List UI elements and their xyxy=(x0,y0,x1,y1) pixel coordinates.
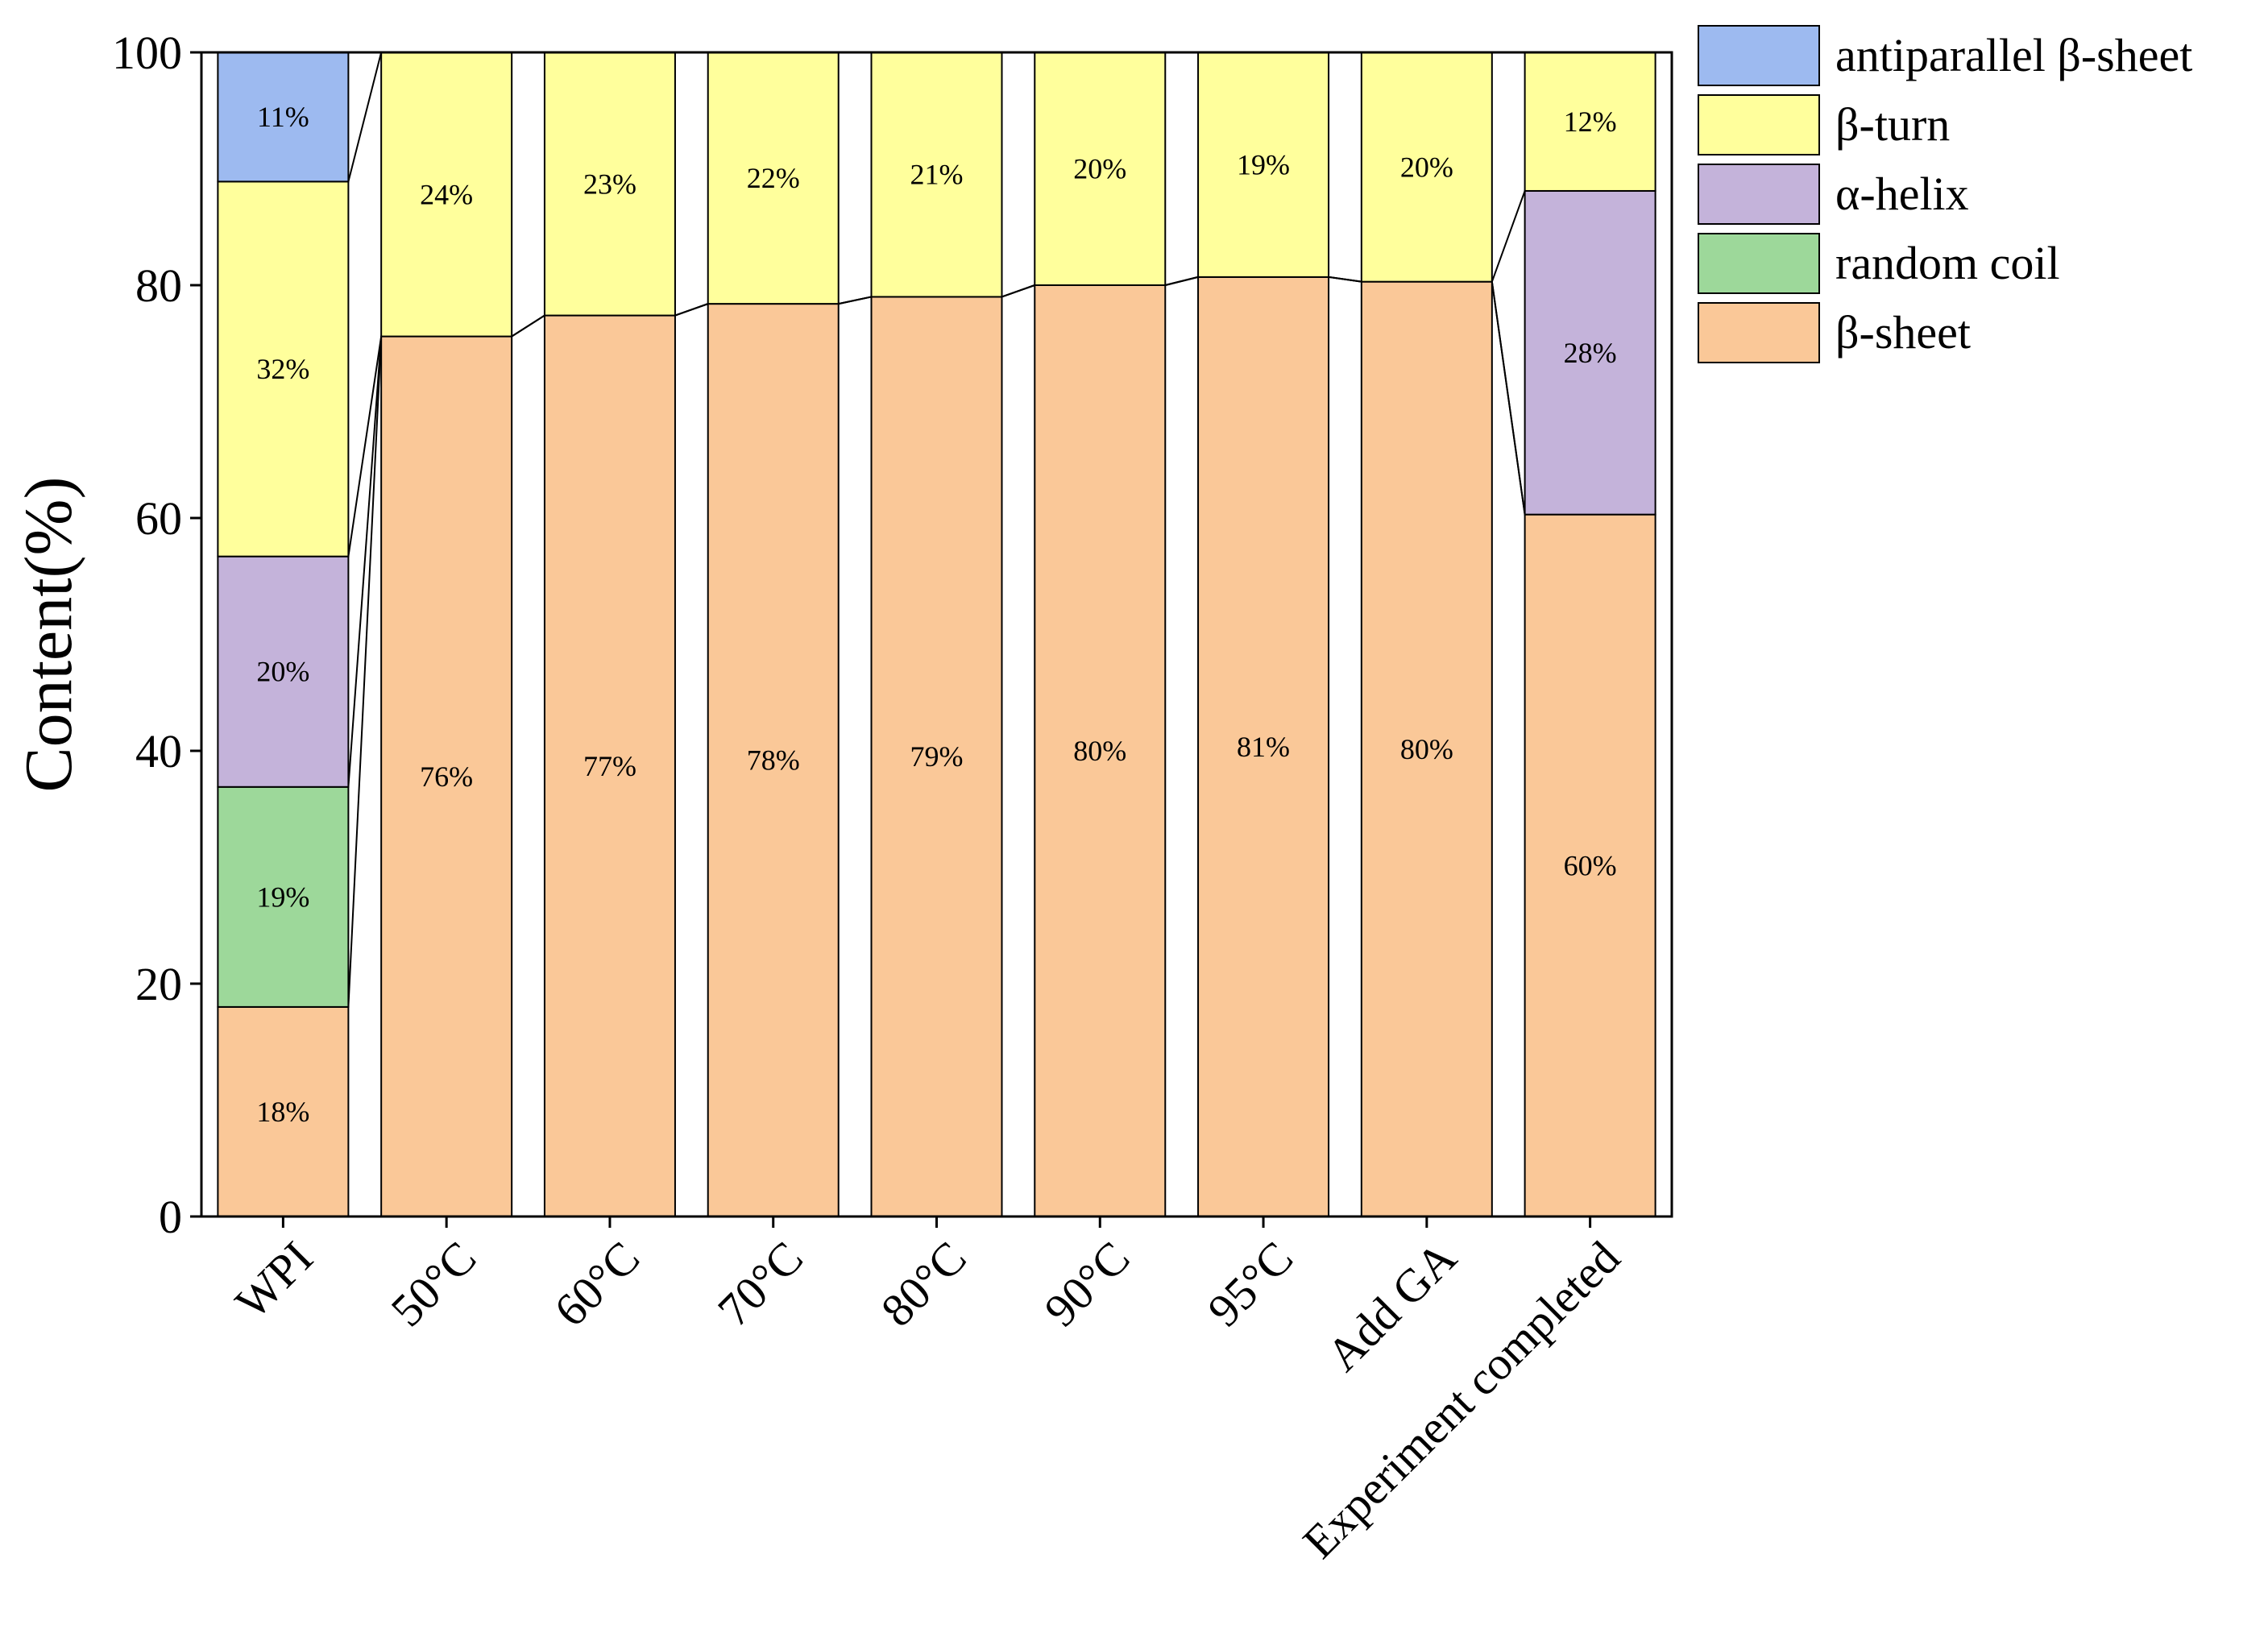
bar-segment xyxy=(1034,284,1167,1217)
legend-swatch xyxy=(1698,94,1820,155)
data-label: 22% xyxy=(747,162,800,194)
connector-line xyxy=(347,336,383,1007)
bar-segment xyxy=(1197,52,1330,278)
bar-segment xyxy=(217,785,350,1008)
connector-line xyxy=(511,314,545,338)
connector-line xyxy=(347,336,383,787)
data-label: 80% xyxy=(1073,735,1126,767)
bar-segment xyxy=(217,555,350,788)
legend-swatch xyxy=(1698,302,1820,363)
legend-label: antiparallel β-sheet xyxy=(1835,29,2192,81)
data-label: 19% xyxy=(256,881,309,913)
legend-swatch xyxy=(1698,25,1820,86)
connector-line xyxy=(347,336,383,557)
x-axis: WPI 50°C 60°C 70°C 80°C 90°C 95°C Add GAExperim… xyxy=(225,1216,1630,1569)
y-tick-label: 20 xyxy=(135,958,182,1010)
data-label: 21% xyxy=(910,159,964,191)
bar-segment xyxy=(707,52,840,305)
data-label: 23% xyxy=(583,168,636,200)
bar-segment xyxy=(380,335,513,1218)
x-tick-label: WPI xyxy=(225,1231,322,1328)
data-label: 32% xyxy=(256,353,309,385)
data-label: 76% xyxy=(420,761,473,793)
data-label: 19% xyxy=(1237,148,1290,180)
connector-line xyxy=(1001,284,1035,298)
data-label: 24% xyxy=(420,178,473,210)
bar-segment xyxy=(707,303,840,1217)
data-label: 12% xyxy=(1564,106,1617,138)
bar-segments xyxy=(217,52,1656,1218)
data-label: 79% xyxy=(910,740,964,773)
connector-line xyxy=(1491,190,1526,283)
legend-label: random coil xyxy=(1835,237,2060,289)
x-tick-label: 90°C xyxy=(1034,1231,1140,1337)
bar-segment xyxy=(1360,52,1493,283)
connector-line xyxy=(1491,281,1526,515)
bar-segment xyxy=(870,296,1003,1218)
bar-segment xyxy=(1197,276,1330,1217)
legend-swatch xyxy=(1698,233,1820,294)
bar-segment xyxy=(1524,513,1656,1217)
legend: antiparallel β-sheet β-turn α-helix random … xyxy=(1698,25,2192,363)
data-label: 20% xyxy=(1400,151,1453,183)
y-tick-label: 60 xyxy=(135,492,182,545)
x-tick-label: 50°C xyxy=(381,1231,487,1337)
data-label: 18% xyxy=(256,1096,309,1128)
data-label: 28% xyxy=(1564,337,1617,369)
bar-segment xyxy=(1524,189,1656,516)
x-tick-label: 80°C xyxy=(871,1231,976,1337)
y-axis-title: Content(%) xyxy=(11,477,86,793)
data-label: 78% xyxy=(747,744,800,777)
connector-line xyxy=(838,296,872,305)
legend-label: β-turn xyxy=(1835,98,1950,151)
y-tick-label: 80 xyxy=(135,259,182,312)
data-label: 80% xyxy=(1400,733,1453,765)
x-tick-label: Add GA xyxy=(1316,1231,1466,1381)
data-label: 20% xyxy=(1073,153,1126,185)
legend-swatch xyxy=(1698,164,1820,225)
bar-segment xyxy=(380,52,513,338)
connector-line xyxy=(674,303,709,317)
bar-segment xyxy=(217,180,350,557)
bar-segment xyxy=(1034,52,1167,286)
connector-line xyxy=(347,52,383,182)
bar-segment xyxy=(543,52,676,317)
data-label: 77% xyxy=(583,750,636,782)
bar-segment xyxy=(1360,280,1493,1217)
connector-line xyxy=(1328,276,1362,283)
x-tick-label: 70°C xyxy=(707,1231,813,1337)
y-axis: 0 20 40 60 80 100 xyxy=(112,27,201,1243)
legend-label: α-helix xyxy=(1835,168,1969,220)
data-labels: 18% 19% 20% 32% 11% 76% 24% 77% 23% 78% 22% 79% 21% 8… xyxy=(256,101,1616,1128)
data-label: 60% xyxy=(1564,849,1617,881)
x-tick-label: 95°C xyxy=(1198,1231,1304,1337)
y-tick-label: 100 xyxy=(112,27,182,79)
y-tick-label: 0 xyxy=(159,1191,182,1243)
bar-segment xyxy=(217,52,350,183)
x-tick-label: Experiment completed xyxy=(1292,1231,1629,1568)
bar-segment xyxy=(870,52,1003,298)
x-tick-label: 60°C xyxy=(544,1231,649,1337)
bar-segment xyxy=(217,1005,350,1218)
bar-segment xyxy=(1524,52,1656,192)
data-label: 81% xyxy=(1237,731,1290,763)
y-tick-label: 40 xyxy=(135,725,182,777)
connector-line xyxy=(1165,276,1199,286)
data-label: 11% xyxy=(257,101,309,133)
legend-label: β-sheet xyxy=(1835,306,1971,359)
data-label: 20% xyxy=(256,656,309,688)
